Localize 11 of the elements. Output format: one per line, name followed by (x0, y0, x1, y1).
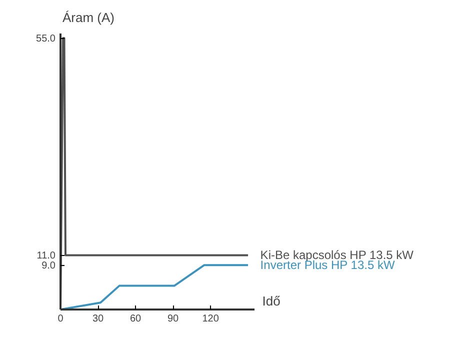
x-tick-label: 90 (167, 314, 180, 324)
y-axis-title: Áram (A) (62, 10, 114, 26)
line-series (60, 264, 250, 310)
x-tick-label: 120 (202, 314, 220, 324)
y-tick-label: 9.0 (42, 260, 56, 272)
y-tick-label: 11.0 (36, 250, 56, 262)
y-tick-label: 55.0 (36, 34, 56, 45)
x-tick-label: 0 (58, 314, 64, 324)
x-tick-label: 30 (92, 314, 104, 324)
x-axis-title: Idő (262, 294, 280, 308)
x-tick-label: 60 (130, 314, 142, 324)
